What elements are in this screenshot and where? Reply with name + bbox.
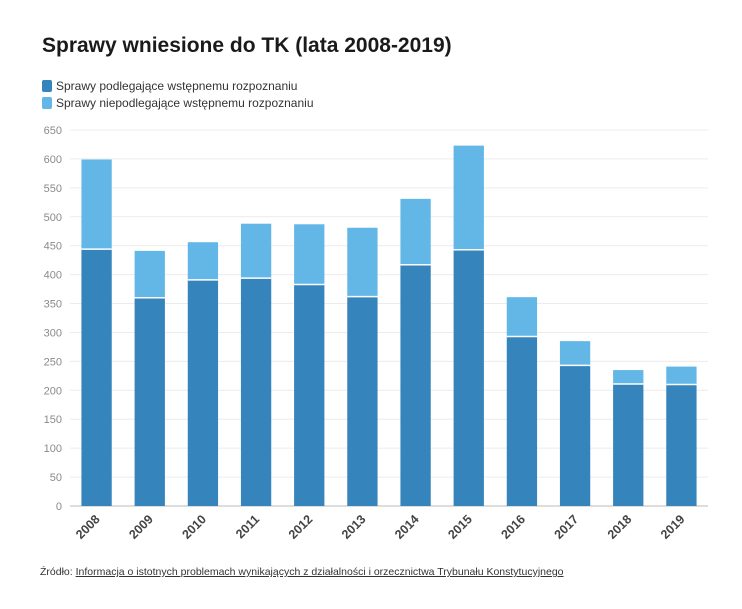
source-link[interactable]: Informacja o istotnych problemach wynika… [75, 566, 564, 578]
bar-niepodlegajace [453, 145, 484, 250]
y-tick-label: 400 [44, 270, 62, 282]
bar-podlegajace [187, 279, 219, 506]
bar-niepodlegajace [506, 297, 538, 337]
bar-podlegajace [666, 384, 697, 506]
x-tick-label: 2013 [339, 512, 369, 542]
y-tick-label: 200 [44, 385, 62, 397]
bar-podlegajace [81, 249, 112, 506]
bar-podlegajace [134, 297, 165, 506]
bar-podlegajace [559, 365, 591, 506]
source-note: Źródło: Informacja o istotnych problemac… [40, 566, 564, 578]
bar-niepodlegajace [294, 224, 325, 285]
bar-niepodlegajace [240, 223, 272, 279]
legend: Sprawy podlegające wstępnemu rozpoznaniu… [42, 77, 314, 111]
y-tick-label: 250 [44, 356, 62, 368]
bar-niepodlegajace [400, 198, 431, 265]
bar-podlegajace [400, 264, 431, 506]
legend-label-niepodlegajace: Sprawy niepodlegające wstępnemu rozpozna… [56, 95, 314, 110]
legend-item-niepodlegajace: Sprawy niepodlegające wstępnemu rozpozna… [42, 94, 314, 111]
y-tick-label: 0 [56, 501, 62, 513]
x-tick-label: 2019 [658, 512, 688, 542]
y-tick-label: 500 [44, 212, 62, 224]
bar-podlegajace [453, 249, 484, 507]
x-tick-label: 2015 [445, 512, 475, 542]
y-tick-label: 450 [44, 241, 62, 253]
y-tick-label: 600 [44, 154, 62, 166]
bar-niepodlegajace [134, 250, 165, 298]
x-tick-label: 2012 [286, 512, 316, 542]
bar-niepodlegajace [559, 341, 591, 366]
x-tick-label: 2018 [605, 512, 635, 542]
x-tick-label: 2009 [126, 512, 156, 542]
legend-label-podlegajace: Sprawy podlegające wstępnemu rozpoznaniu [56, 78, 298, 93]
y-tick-label: 100 [44, 443, 62, 455]
bar-niepodlegajace [187, 242, 219, 280]
y-tick-label: 150 [44, 414, 62, 426]
bar-niepodlegajace [347, 227, 378, 297]
chart-title: Sprawy wniesione do TK (lata 2008-2019) [42, 34, 452, 57]
x-tick-label: 2008 [73, 512, 103, 542]
bar-podlegajace [240, 278, 272, 506]
bar-niepodlegajace [81, 159, 112, 250]
bar-podlegajace [294, 284, 325, 506]
legend-swatch-niepodlegajace [42, 96, 52, 109]
x-tick-label: 2010 [179, 512, 209, 542]
bar-niepodlegajace [666, 366, 697, 385]
x-tick-label: 2016 [498, 512, 528, 542]
y-tick-label: 50 [50, 472, 62, 484]
x-tick-label: 2017 [552, 512, 582, 542]
y-tick-label: 300 [44, 327, 62, 339]
y-tick-label: 550 [44, 183, 62, 195]
legend-item-podlegajace: Sprawy podlegające wstępnemu rozpoznaniu [42, 77, 314, 94]
y-tick-label: 350 [44, 299, 62, 311]
y-tick-label: 650 [44, 125, 62, 137]
source-prefix: Źródło: [40, 566, 73, 578]
bar-podlegajace [613, 383, 644, 506]
x-tick-label: 2011 [233, 512, 262, 541]
bar-podlegajace [347, 296, 378, 506]
bar-podlegajace [506, 336, 538, 506]
x-tick-label: 2014 [392, 512, 422, 542]
bar-niepodlegajace [613, 370, 644, 384]
stacked-bar-chart: 0 50 100 150 200 250 300 350 400 450 500 550 600 650 2… [44, 125, 708, 542]
legend-swatch-podlegajace [42, 79, 52, 92]
